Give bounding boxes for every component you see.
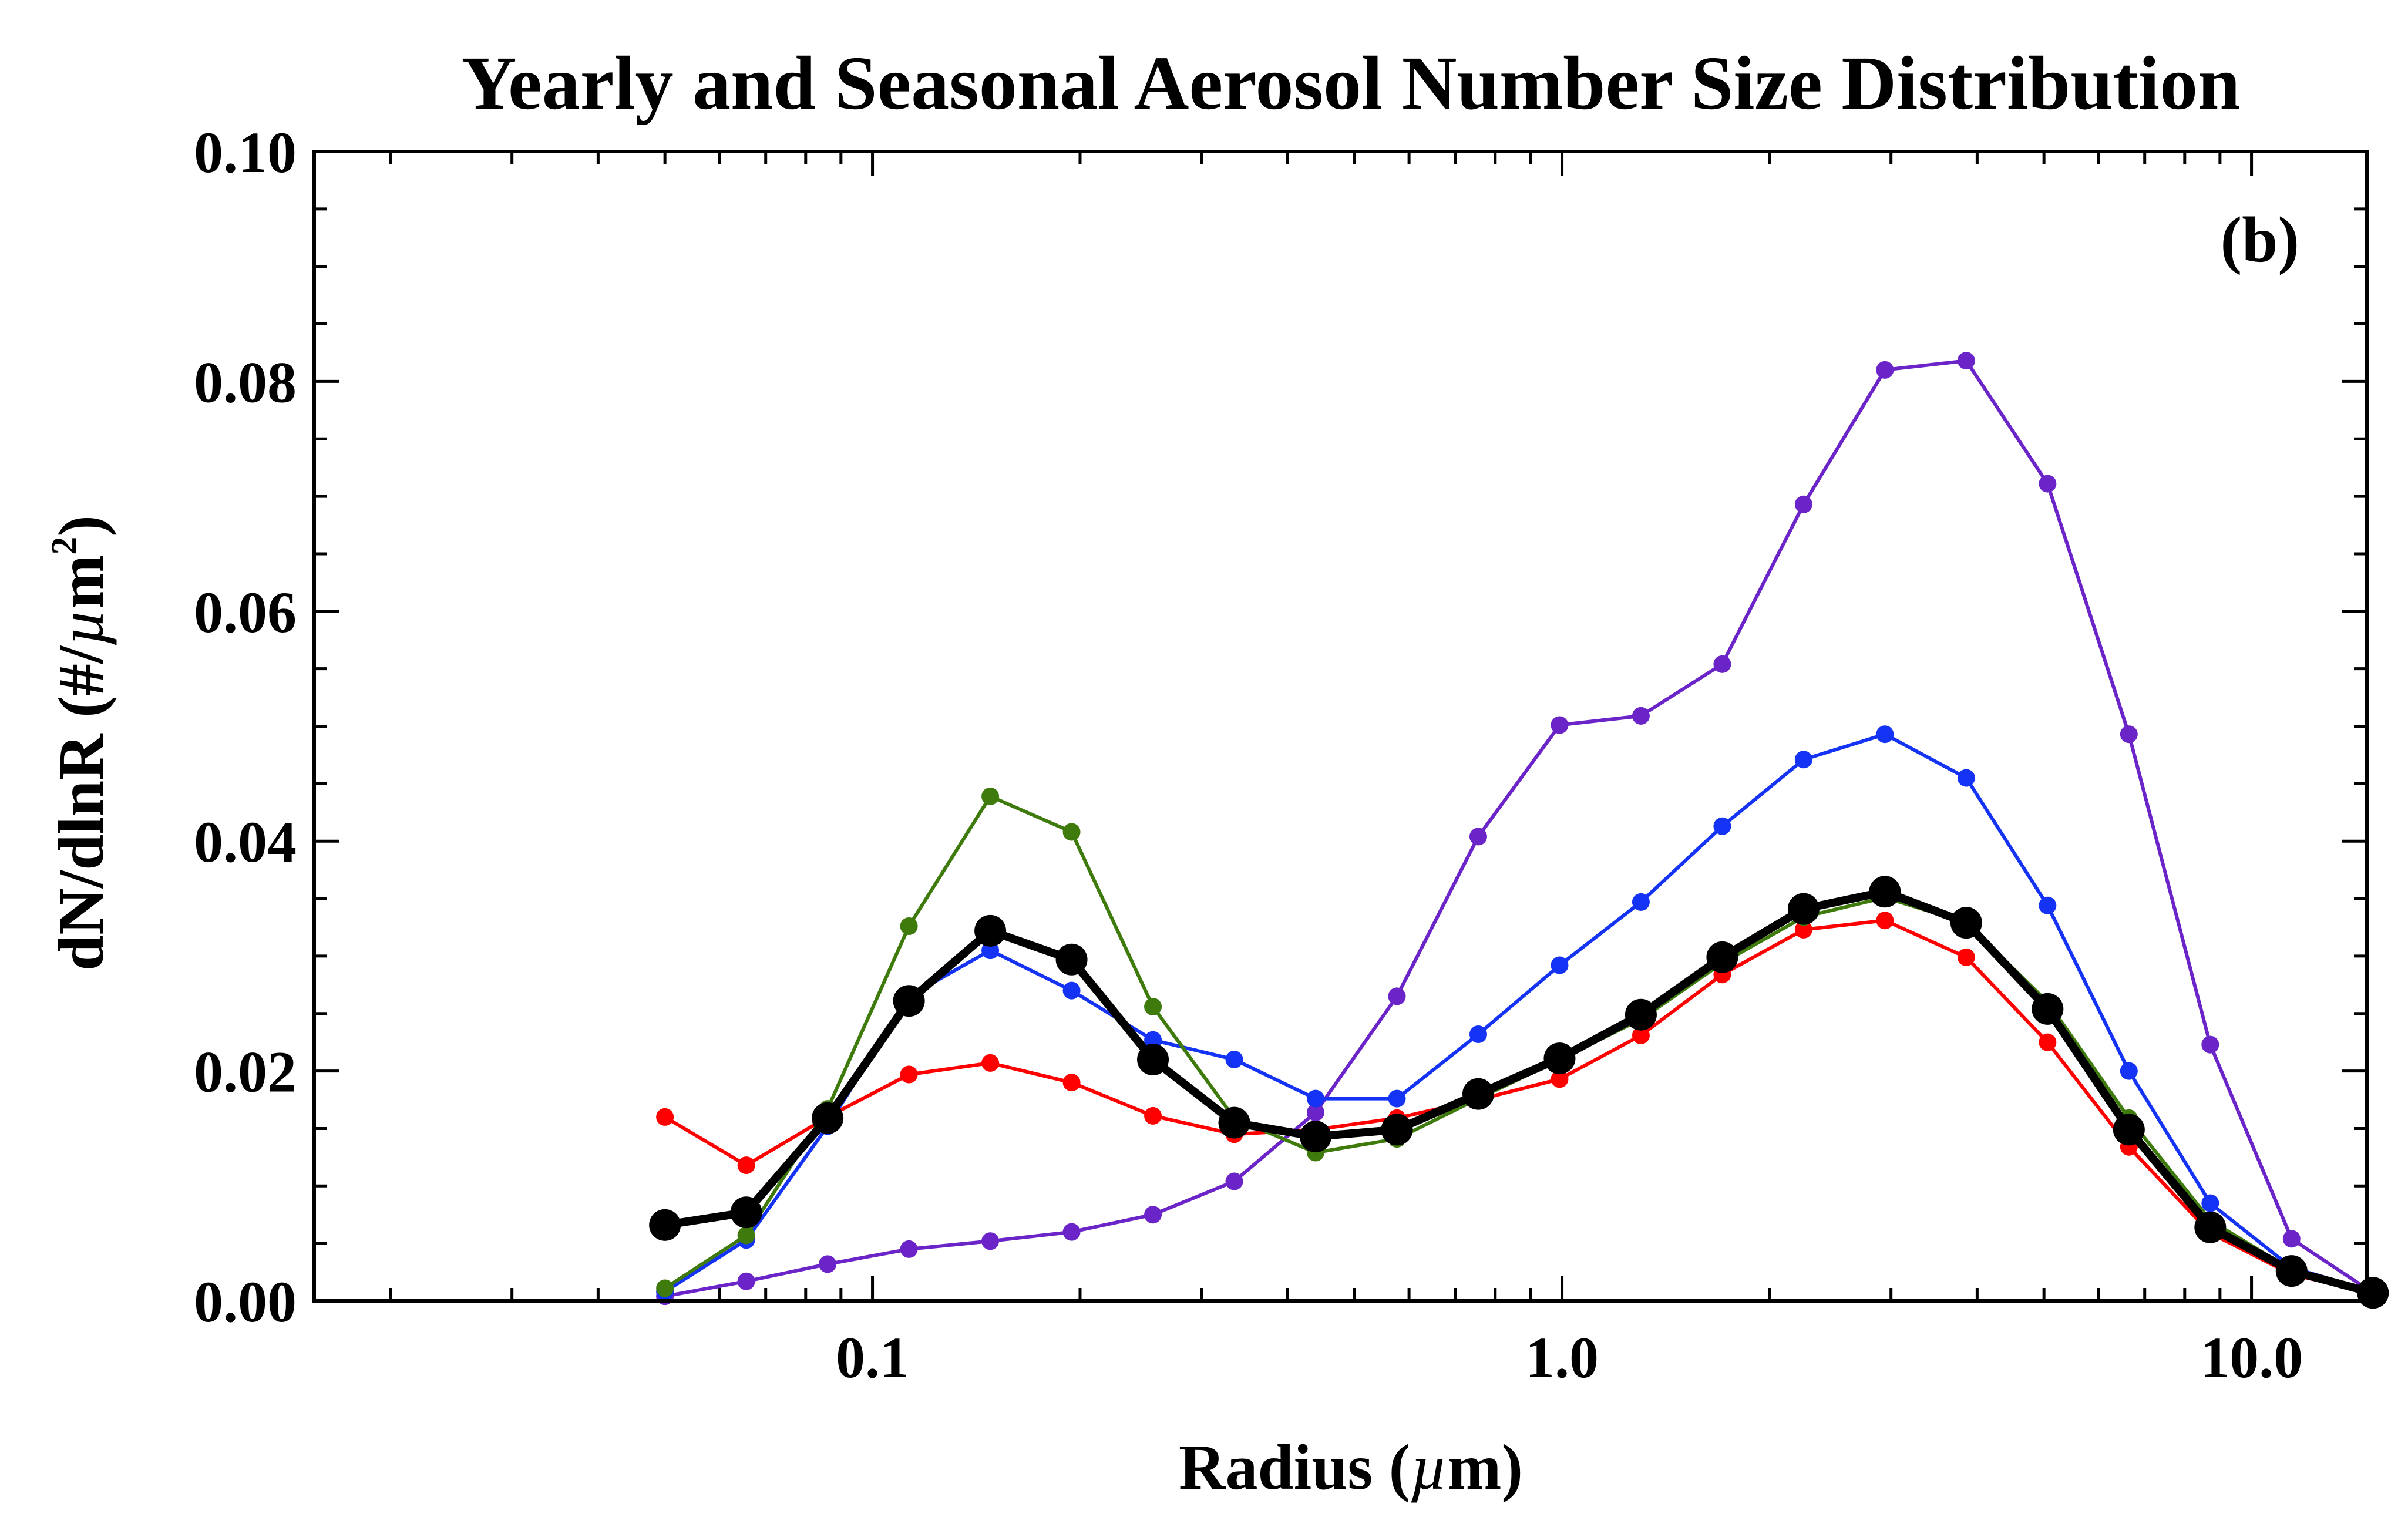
y-axis-label: dN/dlnR (#/µm2) (45, 515, 117, 971)
x-tick-label: 0.1 (836, 1325, 909, 1390)
series-4 (656, 352, 2382, 1306)
data-point (2201, 1194, 2219, 1212)
data-point (1876, 725, 1894, 744)
data-point (2282, 1230, 2301, 1248)
data-point (1632, 707, 1650, 725)
data-point (1543, 1042, 1576, 1075)
data-point (1950, 907, 1982, 939)
data-point (1462, 1078, 1494, 1110)
y-tick-label: 0.04 (194, 809, 297, 875)
data-point (1787, 893, 1820, 925)
y-tick-label: 0.10 (194, 120, 297, 185)
data-point (893, 985, 925, 1017)
data-point (649, 1209, 681, 1241)
series-line (664, 359, 2374, 1299)
series-line (664, 887, 2375, 1297)
plot-frame (312, 150, 2369, 1303)
data-point (1625, 998, 1657, 1031)
data-point (1713, 817, 1731, 835)
data-point (1876, 361, 1894, 379)
data-point (1876, 912, 1894, 930)
data-point (1144, 1106, 1162, 1125)
data-point (900, 917, 918, 936)
data-point (1632, 893, 1650, 911)
data-series (649, 352, 2389, 1309)
data-point (981, 1232, 1000, 1250)
data-point (1794, 495, 1812, 513)
data-point (1300, 1121, 1332, 1153)
data-point (656, 1279, 674, 1297)
x-axis-label: Radius (µm) (1179, 1431, 1523, 1503)
data-point (1794, 920, 1812, 939)
data-point (2194, 1211, 2227, 1243)
data-point (1469, 828, 1487, 846)
data-point (1144, 1206, 1162, 1224)
data-point (1062, 981, 1081, 1000)
data-point (981, 1054, 1000, 1072)
data-point (974, 914, 1007, 947)
x-tick-label: 10.0 (2200, 1325, 2303, 1390)
data-point (1551, 716, 1569, 734)
axis-ticks: 0.1 1.0 10.0 0.00 0.02 0.04 0.06 0.08 0.10 (194, 120, 2367, 1390)
data-point (1706, 941, 1738, 973)
data-point (981, 787, 1000, 805)
data-point (2032, 993, 2064, 1025)
data-point (1137, 1044, 1169, 1076)
data-point (737, 1156, 755, 1175)
data-point (1869, 876, 1901, 908)
data-point (737, 1272, 755, 1290)
y-tick-label: 0.00 (194, 1269, 297, 1334)
data-point (2039, 896, 2057, 914)
data-point (1144, 998, 1162, 1016)
data-point (1713, 655, 1731, 673)
data-point (656, 1108, 674, 1126)
data-point (737, 1226, 755, 1245)
data-point (2113, 1114, 2145, 1146)
data-point (1218, 1106, 1250, 1139)
data-point (1062, 1074, 1081, 1092)
data-point (812, 1102, 844, 1134)
data-point (1957, 948, 1975, 966)
data-point (1388, 987, 1406, 1005)
data-point (2039, 475, 2057, 493)
data-point (1957, 352, 1975, 370)
data-point (1307, 1089, 1325, 1108)
data-point (819, 1255, 837, 1273)
data-point (1307, 1104, 1325, 1122)
data-point (1957, 769, 1975, 787)
x-tick-label: 1.0 (1525, 1325, 1599, 1390)
data-point (2357, 1277, 2389, 1309)
data-point (900, 1065, 918, 1084)
data-point (1794, 751, 1812, 769)
y-tick-label: 0.06 (194, 580, 297, 645)
data-point (1632, 1026, 1650, 1044)
panel-label: (b) (2221, 204, 2299, 275)
data-point (1381, 1114, 1413, 1146)
data-point (2039, 1033, 2057, 1051)
data-point (1551, 956, 1569, 974)
data-point (1225, 1051, 1243, 1069)
data-point (1055, 943, 1088, 976)
series-line (664, 732, 2374, 1294)
data-point (900, 1240, 918, 1258)
data-point (2201, 1035, 2219, 1054)
data-point (2120, 725, 2138, 744)
series-line (664, 919, 2373, 1295)
data-point (1225, 1172, 1243, 1190)
data-point (730, 1196, 762, 1229)
data-point (2120, 1062, 2138, 1080)
series-0 (649, 876, 2389, 1309)
data-point (1469, 1025, 1487, 1043)
data-point (1062, 1223, 1081, 1241)
data-point (2275, 1255, 2308, 1287)
y-tick-label: 0.08 (194, 349, 297, 415)
chart-title: Yearly and Seasonal Aerosol Number Size … (462, 41, 2241, 126)
y-tick-label: 0.02 (194, 1040, 297, 1105)
data-point (1551, 1070, 1569, 1088)
series-3 (656, 787, 2382, 1301)
data-point (1062, 823, 1081, 841)
data-point (1388, 1089, 1406, 1108)
